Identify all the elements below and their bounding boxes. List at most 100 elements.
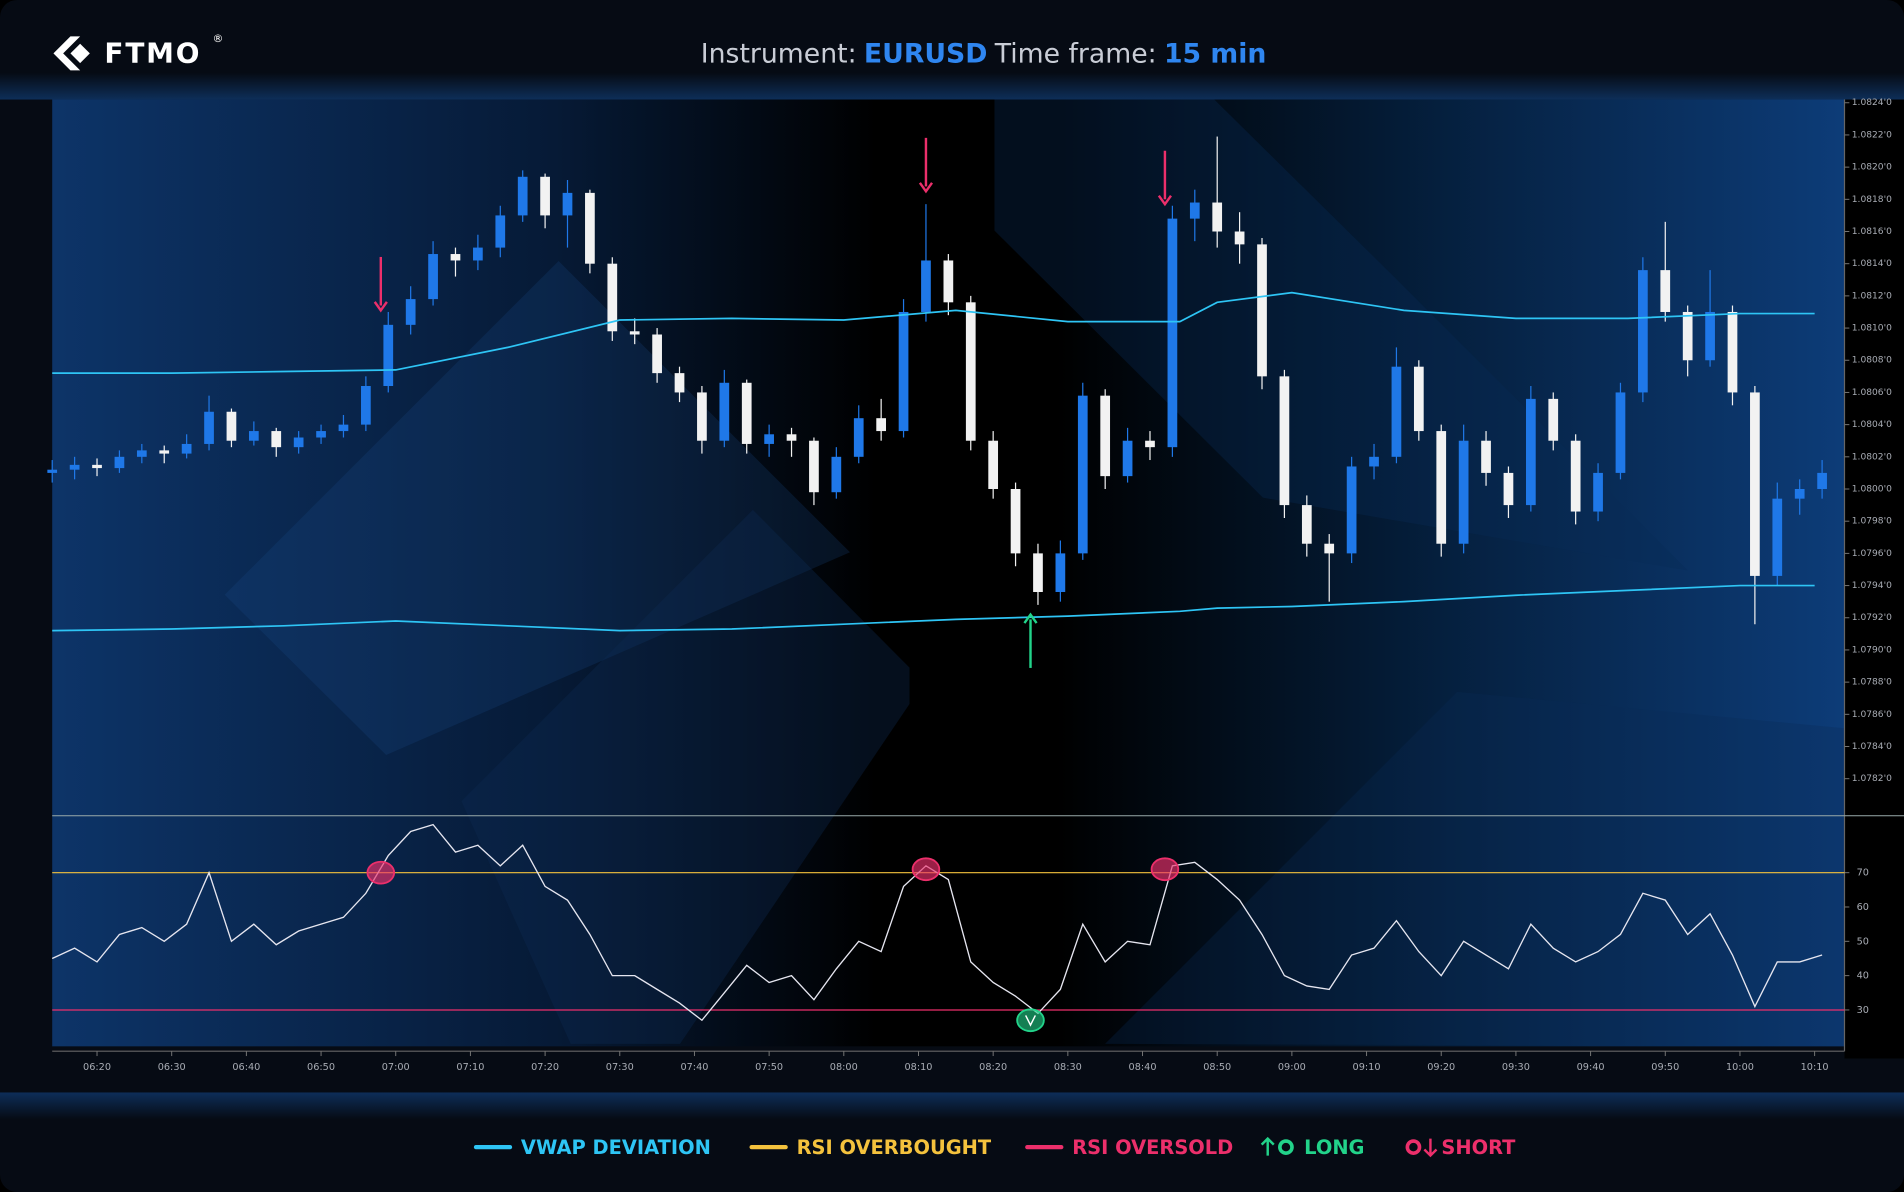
candle-body <box>786 434 797 441</box>
legend-short-arrow <box>1423 1138 1438 1158</box>
candle-body <box>876 418 887 432</box>
candle-body <box>248 431 259 441</box>
candle-body <box>473 247 483 261</box>
candle-body <box>921 260 931 312</box>
x-tick-label: 08:20 <box>979 1062 1007 1073</box>
axis-background <box>1844 99 1904 1059</box>
long-signal <box>1023 612 1038 668</box>
x-tick-label: 06:30 <box>158 1062 186 1073</box>
candle-body <box>114 456 125 469</box>
legend-label: RSI OVERBOUGHT <box>797 1136 992 1159</box>
candle-body <box>1705 311 1715 361</box>
x-tick-label: 10:00 <box>1726 1062 1754 1073</box>
candle-body <box>517 176 528 216</box>
x-tick-label: 09:50 <box>1651 1062 1679 1073</box>
x-tick-label: 10:10 <box>1801 1062 1829 1073</box>
bg-band <box>909 99 995 707</box>
header-glow <box>0 72 1904 100</box>
candle-body <box>1010 489 1021 554</box>
candle-body <box>1055 553 1066 593</box>
candle-body <box>719 382 730 441</box>
y-tick-label: 1.0786'0 <box>1852 710 1892 720</box>
candle-body <box>1525 398 1536 506</box>
candle-body <box>1234 231 1245 245</box>
candle-body <box>47 469 58 473</box>
candle-body <box>1212 202 1223 232</box>
candle-body <box>1257 244 1267 377</box>
bg-shape <box>224 260 851 756</box>
candle-body <box>1100 395 1111 477</box>
candle-body <box>271 431 282 448</box>
candle-body <box>1593 472 1603 512</box>
candle-body <box>293 437 304 448</box>
candle-body <box>1436 431 1447 544</box>
y-tick-label: 1.0794'0 <box>1852 581 1892 591</box>
y-tick-label: 1.0806'0 <box>1852 388 1892 398</box>
logo: FTMO ® <box>53 32 223 71</box>
long-arrow-head <box>1023 612 1038 624</box>
candle-body <box>495 215 506 248</box>
candle-body <box>965 302 976 441</box>
y-tick-label: 1.0808'0 <box>1852 356 1892 366</box>
candle-body <box>629 331 640 335</box>
y-tick-label: 1.0822'0 <box>1852 130 1892 140</box>
x-tick-label: 09:20 <box>1427 1062 1455 1073</box>
y-tick-label: 1.0796'0 <box>1852 549 1892 559</box>
candle-body <box>674 373 685 393</box>
candle-body <box>1301 505 1312 544</box>
candle-body <box>1145 440 1155 448</box>
rsi-tick-label: 40 <box>1857 971 1869 982</box>
y-tick-label: 1.0798'0 <box>1852 517 1892 527</box>
x-tick-label: 07:30 <box>606 1062 634 1073</box>
candle-body <box>1279 376 1290 506</box>
x-tick-label: 09:00 <box>1278 1062 1306 1073</box>
candle-body <box>1346 466 1357 554</box>
candle-body <box>159 450 170 454</box>
x-tick-label: 07:40 <box>680 1062 708 1073</box>
candle-body <box>652 334 662 374</box>
logo-text: FTMO <box>104 37 201 70</box>
candle-body <box>1189 202 1200 219</box>
x-tick-label: 07:50 <box>755 1062 783 1073</box>
x-tick-label: 08:10 <box>904 1062 932 1073</box>
candle-body <box>585 192 595 264</box>
rsi-short-marker <box>366 860 396 885</box>
timeframe: 15 min <box>1164 38 1266 69</box>
y-tick-label: 1.0824'0 <box>1852 98 1892 108</box>
legend-short-dot <box>1405 1139 1422 1155</box>
candle-body <box>69 464 80 470</box>
candle-body <box>1772 498 1783 576</box>
candle-body <box>607 263 618 332</box>
candle-body <box>1638 270 1648 393</box>
candle-body <box>1548 398 1559 441</box>
legend-label: VWAP DEVIATION <box>521 1136 711 1159</box>
candle-body <box>1481 440 1491 473</box>
candle-body <box>361 386 371 425</box>
candle-body <box>809 440 819 493</box>
y-tick-label: 1.0818'0 <box>1852 195 1892 205</box>
candle-body <box>316 431 326 438</box>
instrument: EURUSD <box>864 38 988 69</box>
candle-body <box>1122 440 1133 477</box>
y-tick-label: 1.0814'0 <box>1852 259 1892 269</box>
candle-body <box>1369 456 1379 467</box>
legend-long-dot <box>1278 1139 1294 1155</box>
y-tick-label: 1.0790'0 <box>1852 645 1892 655</box>
legend-label: SHORT <box>1441 1136 1516 1159</box>
candle-body <box>1727 311 1738 393</box>
candle-body <box>1503 472 1514 506</box>
x-tick-label: 06:40 <box>232 1062 260 1073</box>
candle-body <box>697 392 707 441</box>
legend-label: LONG <box>1304 1136 1364 1159</box>
candle-body <box>136 450 147 457</box>
rsi-tick-label: 60 <box>1857 902 1869 913</box>
candle-body <box>898 311 909 432</box>
y-tick-label: 1.0820'0 <box>1852 163 1892 173</box>
y-tick-label: 1.0816'0 <box>1852 227 1892 237</box>
x-tick-label: 08:30 <box>1054 1062 1082 1073</box>
y-tick-label: 1.0810'0 <box>1852 324 1892 334</box>
logo-icon <box>53 36 81 71</box>
rsi-long-check <box>1024 1015 1037 1027</box>
